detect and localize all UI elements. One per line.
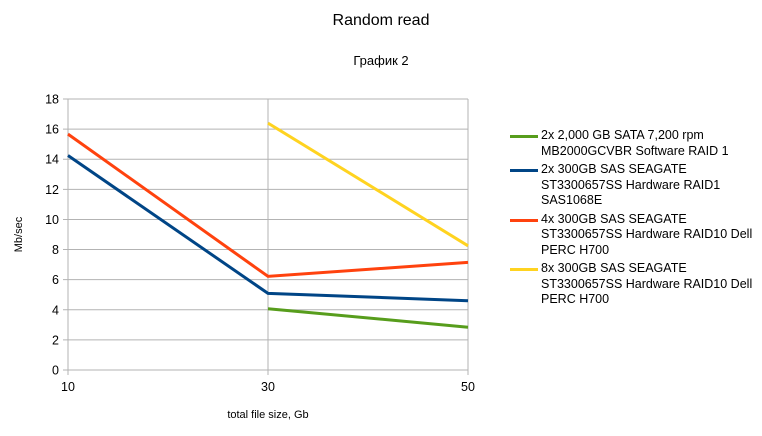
y-tick-label: 16 — [45, 123, 59, 137]
legend: 2x 2,000 GB SATA 7,200 rpm MB2000GCVBR S… — [510, 128, 760, 311]
chart-subtitle: График 2 — [353, 53, 409, 68]
series-line-1 — [267, 307, 469, 329]
y-tick-label: 14 — [45, 153, 59, 167]
legend-swatch — [510, 268, 538, 271]
legend-label: 2x 300GB SAS SEAGATE ST3300657SS Hardwar… — [541, 162, 721, 207]
y-tick-label: 18 — [45, 93, 59, 107]
y-tick-label: 0 — [52, 364, 59, 378]
y-tick-label: 4 — [52, 303, 59, 317]
y-tick-label: 6 — [52, 273, 59, 287]
x-tick-label: 30 — [261, 380, 275, 394]
legend-label: 2x 2,000 GB SATA 7,200 rpm MB2000GCVBR S… — [541, 128, 729, 158]
chart-title: Random read — [332, 12, 430, 29]
x-axis-label: total file size, Gb — [227, 409, 308, 421]
legend-item: 4x 300GB SAS SEAGATE ST3300657SS Hardwar… — [510, 212, 760, 259]
y-tick-label: 10 — [45, 213, 59, 227]
y-tick-label: 2 — [52, 333, 59, 347]
legend-label: 4x 300GB SAS SEAGATE ST3300657SS Hardwar… — [541, 211, 753, 257]
y-axis-label: Mb/sec — [13, 216, 25, 252]
x-tick-label: 10 — [61, 380, 75, 394]
y-tick-label: 8 — [52, 243, 59, 257]
legend-swatch — [510, 169, 538, 172]
legend-swatch — [510, 218, 538, 222]
legend-label: 8x 300GB SAS SEAGATE ST3300657SS Hardwar… — [541, 261, 753, 306]
legend-swatch — [510, 135, 538, 138]
legend-item: 2x 2,000 GB SATA 7,200 rpm MB2000GCVBR S… — [510, 128, 760, 159]
legend-item: 8x 300GB SAS SEAGATE ST3300657SS Hardwar… — [510, 261, 760, 308]
legend-item: 2x 300GB SAS SEAGATE ST3300657SS Hardwar… — [510, 162, 760, 209]
x-tick-label: 50 — [461, 380, 475, 394]
series-line-4 — [267, 121, 469, 248]
y-tick-label: 12 — [45, 183, 59, 197]
